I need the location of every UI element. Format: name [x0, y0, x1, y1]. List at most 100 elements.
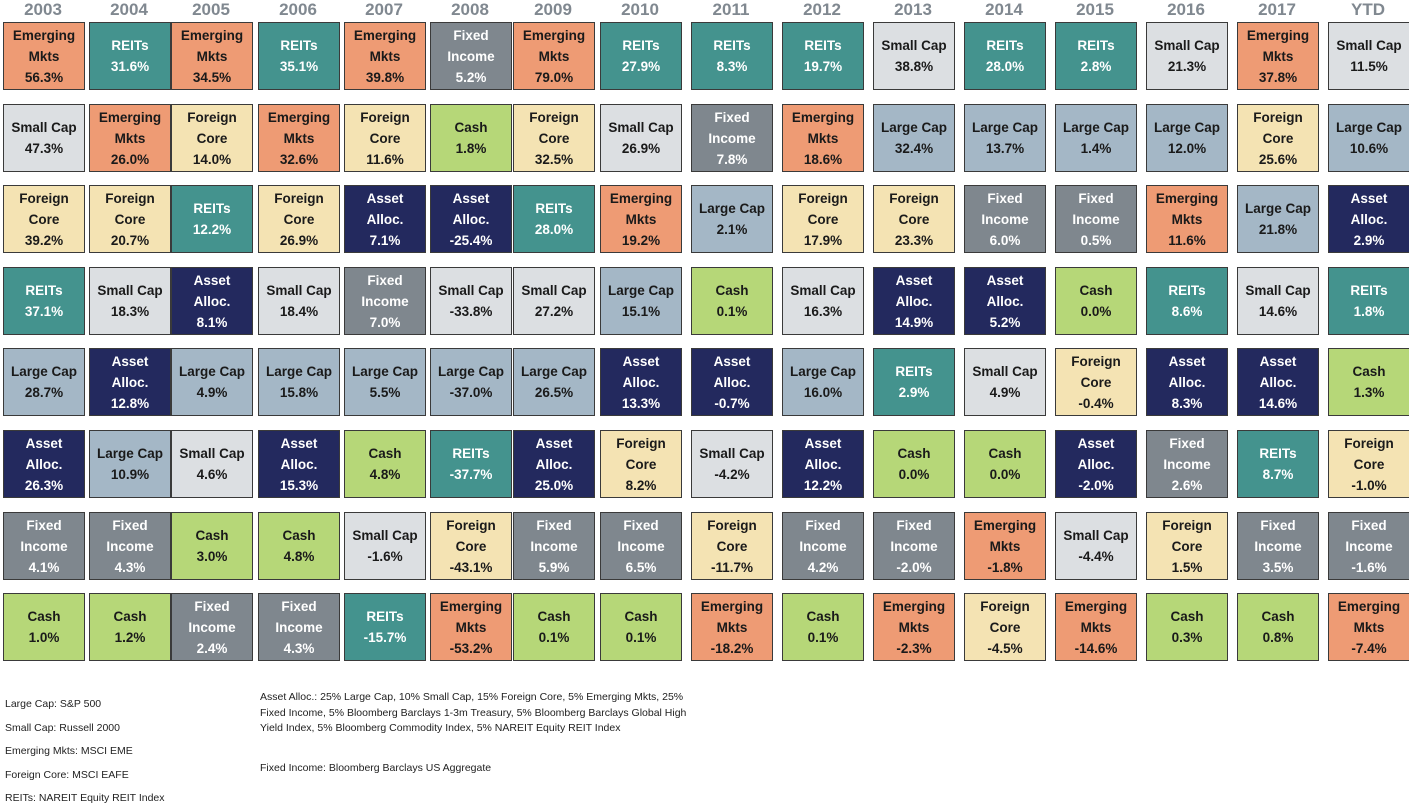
tile-asset-label: Emerging Mkts [609, 190, 673, 227]
tile-return-value: 28.0% [534, 222, 574, 237]
tile-return-value: 0.1% [716, 304, 748, 319]
tile-return-value: 2.8% [1080, 59, 1112, 74]
tile-return-value: 56.3% [24, 69, 64, 85]
tile-asset: Asset Alloc. 25.0% [513, 430, 595, 498]
tile-cash: Cash 4.8% [258, 512, 340, 580]
tile-return-value: 26.0% [110, 151, 150, 167]
tile-large: Large Cap 2.1% [691, 185, 773, 253]
tile-asset-label: Asset Alloc. [713, 353, 751, 390]
year-header-ytd: YTD [1351, 0, 1385, 19]
tile-return-value: 2.9% [1353, 232, 1385, 248]
tile-return-value: -1.0% [1351, 477, 1387, 493]
tile-reits: REITs -37.7% [430, 430, 512, 498]
tile-cash: Cash 0.1% [691, 267, 773, 335]
tile-asset-label: Fixed Income [20, 517, 68, 554]
tile-fixed: Fixed Income -2.0% [873, 512, 955, 580]
tile-return-value: 79.0% [534, 69, 574, 85]
tile-foreign: Foreign Core -43.1% [430, 512, 512, 580]
tile-asset: Asset Alloc. 7.1% [344, 185, 426, 253]
tile-emerging: Emerging Mkts -7.4% [1328, 593, 1409, 661]
tile-asset-label: Asset Alloc. [193, 272, 231, 309]
tile-foreign: Foreign Core 23.3% [873, 185, 955, 253]
tile-large: Large Cap 28.7% [3, 348, 85, 416]
tile-foreign: Foreign Core 11.6% [344, 104, 426, 172]
tile-asset-label: Large Cap [1062, 120, 1130, 135]
tile-asset-label: Asset Alloc. [25, 435, 63, 472]
tile-asset-label: Large Cap [1244, 201, 1312, 216]
tile-return-value: -7.4% [1351, 640, 1387, 656]
tile-asset-label: Cash [454, 120, 488, 135]
tile-asset-label: Fixed Income [981, 190, 1029, 227]
tile-asset-label: Cash [1261, 609, 1295, 624]
tile-cash: Cash 0.3% [1146, 593, 1228, 661]
tile-emerging: Emerging Mkts 11.6% [1146, 185, 1228, 253]
tile-asset-label: Fixed Income [361, 272, 409, 309]
tile-return-value: 18.4% [279, 304, 319, 319]
tile-large: Large Cap 15.8% [258, 348, 340, 416]
tile-return-value: -14.6% [1074, 640, 1118, 656]
tile-asset-label: Small Cap [179, 446, 245, 461]
tile-small: Small Cap 18.3% [89, 267, 171, 335]
tile-asset-label: Small Cap [699, 446, 765, 461]
tile-fixed: Fixed Income -1.6% [1328, 512, 1409, 580]
tile-asset-label: Small Cap [972, 364, 1038, 379]
tile-asset-label: Cash [282, 528, 316, 543]
tile-return-value: -2.0% [896, 559, 932, 575]
tile-return-value: -4.5% [987, 640, 1023, 656]
tile-return-value: 4.9% [196, 385, 228, 400]
tile-asset-label: Emerging Mkts [700, 598, 764, 635]
tile-asset: Asset Alloc. -0.7% [691, 348, 773, 416]
tile-reits: REITs 35.1% [258, 22, 340, 90]
tile-return-value: 16.0% [803, 385, 843, 400]
tile-return-value: 7.8% [716, 151, 748, 167]
tile-asset-label: REITs [713, 38, 751, 53]
tile-asset-label: Small Cap [608, 120, 674, 135]
tile-return-value: 6.0% [989, 232, 1021, 248]
tile-cash: Cash 1.0% [3, 593, 85, 661]
tile-return-value: 2.9% [898, 385, 930, 400]
tile-cash: Cash 0.0% [1055, 267, 1137, 335]
tile-return-value: 5.2% [989, 314, 1021, 330]
tile-asset-label: Emerging Mkts [1064, 598, 1128, 635]
tile-asset-label: REITs [622, 38, 660, 53]
tile-return-value: 11.6% [366, 151, 404, 167]
tile-asset-label: REITs [535, 201, 573, 216]
tile-return-value: 32.5% [534, 151, 574, 167]
year-header-2015: 2015 [1076, 0, 1114, 19]
asset-alloc-line-2: Fixed Income, 5% Bloomberg Barclays 1-3m… [260, 706, 687, 719]
tile-asset-label: Foreign Core [1162, 517, 1212, 554]
tile-asset-label: Foreign Core [274, 190, 324, 227]
tile-small: Small Cap 27.2% [513, 267, 595, 335]
tile-asset-label: Fixed Income [530, 517, 578, 554]
tile-emerging: Emerging Mkts -14.6% [1055, 593, 1137, 661]
tile-asset-label: REITs [111, 38, 149, 53]
tile-reits: REITs 19.7% [782, 22, 864, 90]
tile-asset-label: Fixed Income [1254, 517, 1302, 554]
tile-return-value: 4.8% [369, 467, 401, 482]
tile-asset-label: Foreign Core [446, 517, 496, 554]
tile-large: Large Cap 5.5% [344, 348, 426, 416]
tile-return-value: 1.0% [28, 630, 60, 645]
tile-return-value: -37.0% [449, 385, 493, 400]
tile-return-value: 26.5% [534, 385, 574, 400]
tile-fixed: Fixed Income 5.9% [513, 512, 595, 580]
tile-return-value: -1.6% [367, 549, 403, 564]
tile-return-value: 14.9% [894, 314, 934, 330]
tile-asset-label: Foreign Core [616, 435, 666, 472]
tile-return-value: 7.0% [369, 314, 401, 330]
tile-asset-label: Large Cap [10, 364, 78, 379]
tile-asset-label: Large Cap [1335, 120, 1403, 135]
tile-asset-label: Asset Alloc. [280, 435, 318, 472]
tile-asset-label: Emerging Mkts [882, 598, 946, 635]
tile-asset-label: Asset Alloc. [111, 353, 149, 390]
tile-cash: Cash 1.2% [89, 593, 171, 661]
tile-small: Small Cap -1.6% [344, 512, 426, 580]
tile-asset-label: Asset Alloc. [622, 353, 660, 390]
tile-asset-label: REITs [366, 609, 404, 624]
year-header-2014: 2014 [985, 0, 1023, 19]
tile-return-value: -2.3% [896, 640, 932, 656]
tile-fixed: Fixed Income 2.6% [1146, 430, 1228, 498]
tile-return-value: -0.4% [1078, 395, 1114, 411]
tile-return-value: -0.7% [714, 395, 750, 411]
tile-return-value: 4.1% [28, 559, 60, 575]
